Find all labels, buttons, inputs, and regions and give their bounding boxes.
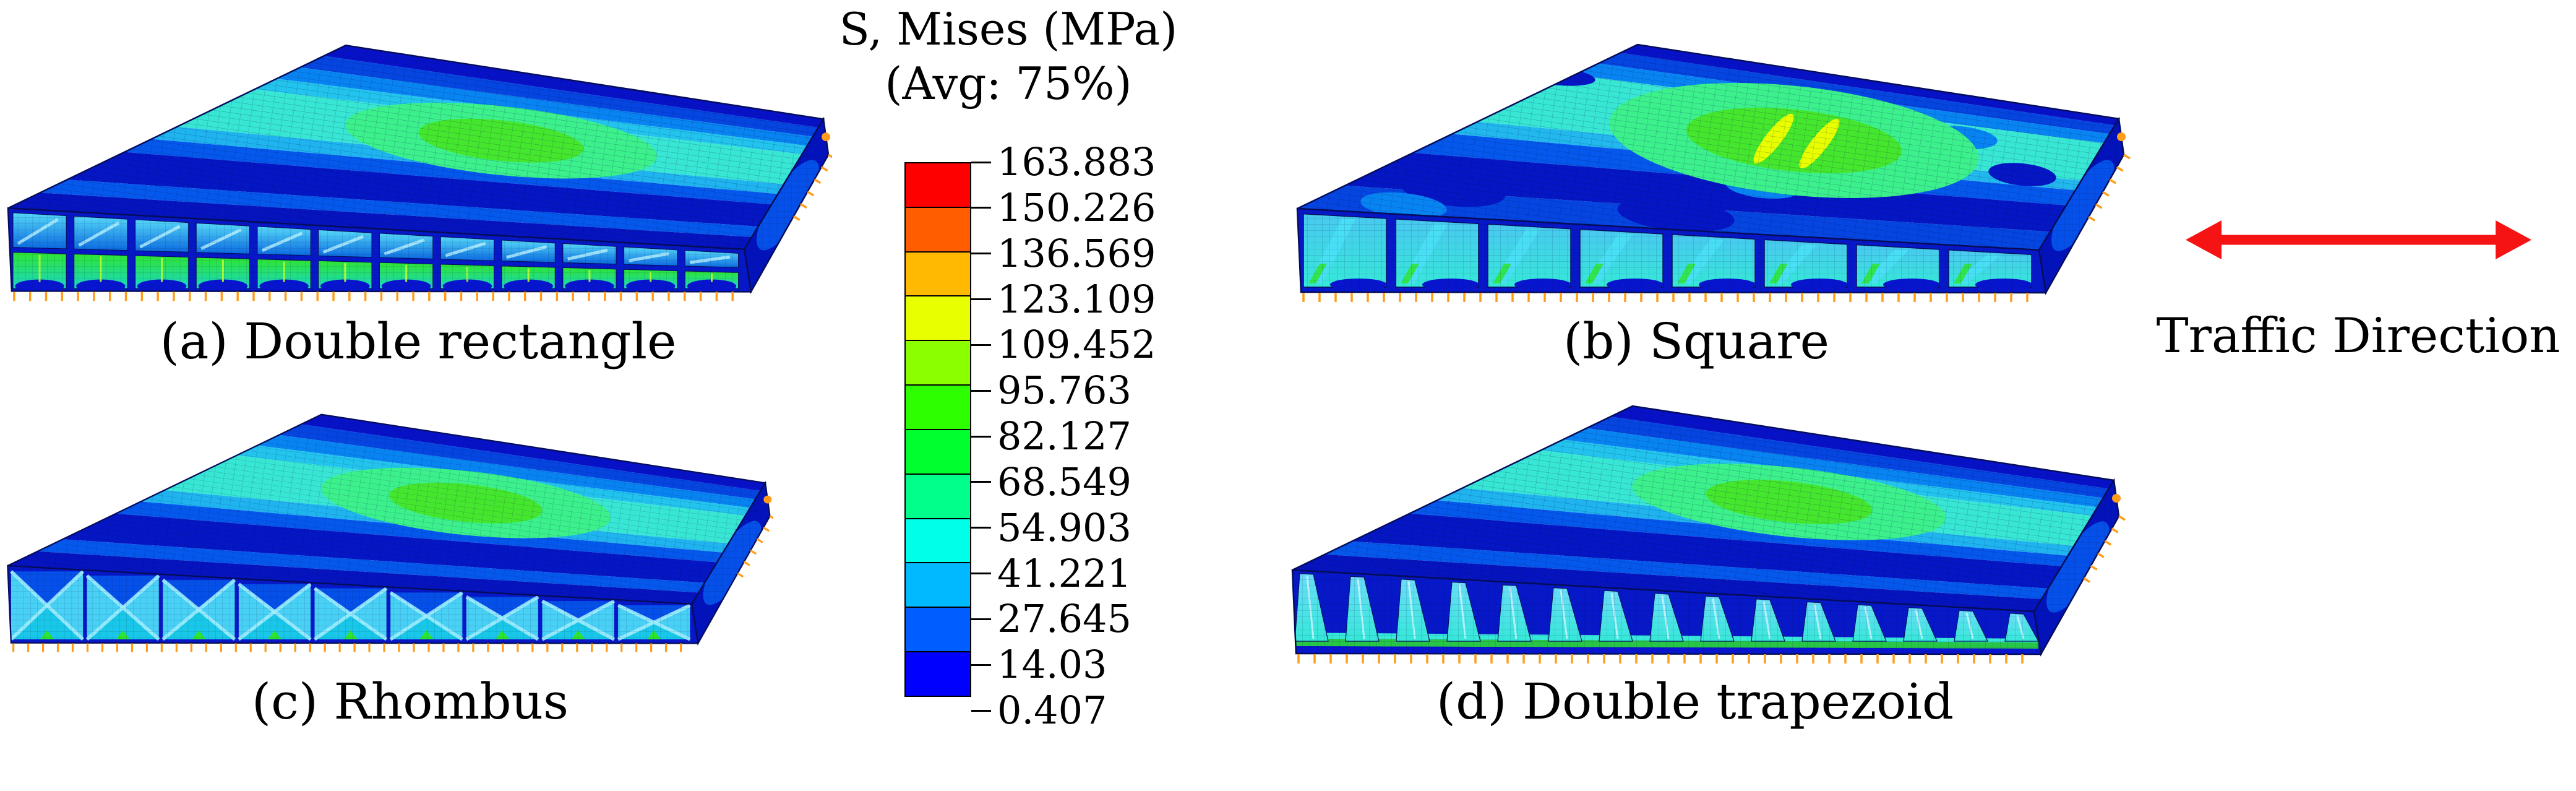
traffic-direction-arrow xyxy=(2186,220,2531,259)
legend-band-0 xyxy=(904,162,971,208)
legend-tick-label: 0.407 xyxy=(997,688,1107,733)
stress-legend: S, Mises (MPa) (Avg: 75%) 163.883 150.226… xyxy=(835,6,1231,780)
legend-tick-line xyxy=(971,207,991,209)
legend-tick-line xyxy=(971,344,991,346)
caption-panel-a: (a) Double rectangle xyxy=(160,313,677,370)
legend-tick-line xyxy=(971,709,991,712)
legend-title: S, Mises (MPa) xyxy=(839,3,1178,55)
legend-tick-line xyxy=(971,298,991,300)
legend-tick-label: 14.03 xyxy=(997,642,1107,688)
legend-tick-line xyxy=(971,253,991,255)
legend-tick-line xyxy=(971,527,991,529)
legend-tick-line xyxy=(971,618,991,620)
legend-band-1 xyxy=(904,206,971,253)
legend-band-11 xyxy=(904,651,971,697)
legend-subtitle: (Avg: 75%) xyxy=(885,58,1132,110)
legend-band-9 xyxy=(904,562,971,608)
legend-band-7 xyxy=(904,473,971,519)
legend-tick-line xyxy=(971,663,991,666)
legend-band-5 xyxy=(904,384,971,430)
double-arrow-icon xyxy=(2186,220,2531,259)
panel-d-plot xyxy=(1291,405,2126,663)
legend-band-3 xyxy=(904,295,971,342)
legend-tick-label: 95.763 xyxy=(997,368,1131,413)
legend-tick-label: 68.549 xyxy=(997,459,1131,504)
legend-tick-label: 54.903 xyxy=(997,504,1131,550)
panel-a-plot xyxy=(7,45,832,301)
legend-tick-line xyxy=(971,161,991,163)
legend-tick-label: 41.221 xyxy=(997,550,1131,596)
legend-tick-label: 27.645 xyxy=(997,596,1131,642)
legend-tick-label: 109.452 xyxy=(997,322,1156,368)
legend-tick-label: 163.883 xyxy=(997,139,1156,184)
legend-band-6 xyxy=(904,428,971,475)
legend-band-2 xyxy=(904,251,971,297)
caption-panel-d: (d) Double trapezoid xyxy=(1436,673,1954,730)
panel-c-plot xyxy=(7,413,773,652)
legend-band-8 xyxy=(904,517,971,564)
legend-tick-line xyxy=(971,435,991,438)
legend-band-4 xyxy=(904,340,971,386)
legend-ticks: 163.883 150.226 136.569 123.109 109.452 95.76… xyxy=(971,139,1231,733)
legend-tick-label: 82.127 xyxy=(997,413,1131,459)
caption-panel-c: (c) Rhombus xyxy=(251,673,569,730)
panel-b-plot xyxy=(1296,43,2131,302)
traffic-direction-label: Traffic Direction xyxy=(2156,308,2561,364)
caption-panel-b: (b) Square xyxy=(1563,313,1829,370)
legend-tick-label: 136.569 xyxy=(997,230,1156,276)
legend-tick-label: 123.109 xyxy=(997,276,1156,322)
legend-band-10 xyxy=(904,607,971,653)
legend-tick-line xyxy=(971,481,991,483)
legend-tick-line xyxy=(971,389,991,392)
legend-tick-line xyxy=(971,573,991,574)
legend-colorbar xyxy=(904,162,971,711)
legend-tick-label: 150.226 xyxy=(997,184,1156,230)
